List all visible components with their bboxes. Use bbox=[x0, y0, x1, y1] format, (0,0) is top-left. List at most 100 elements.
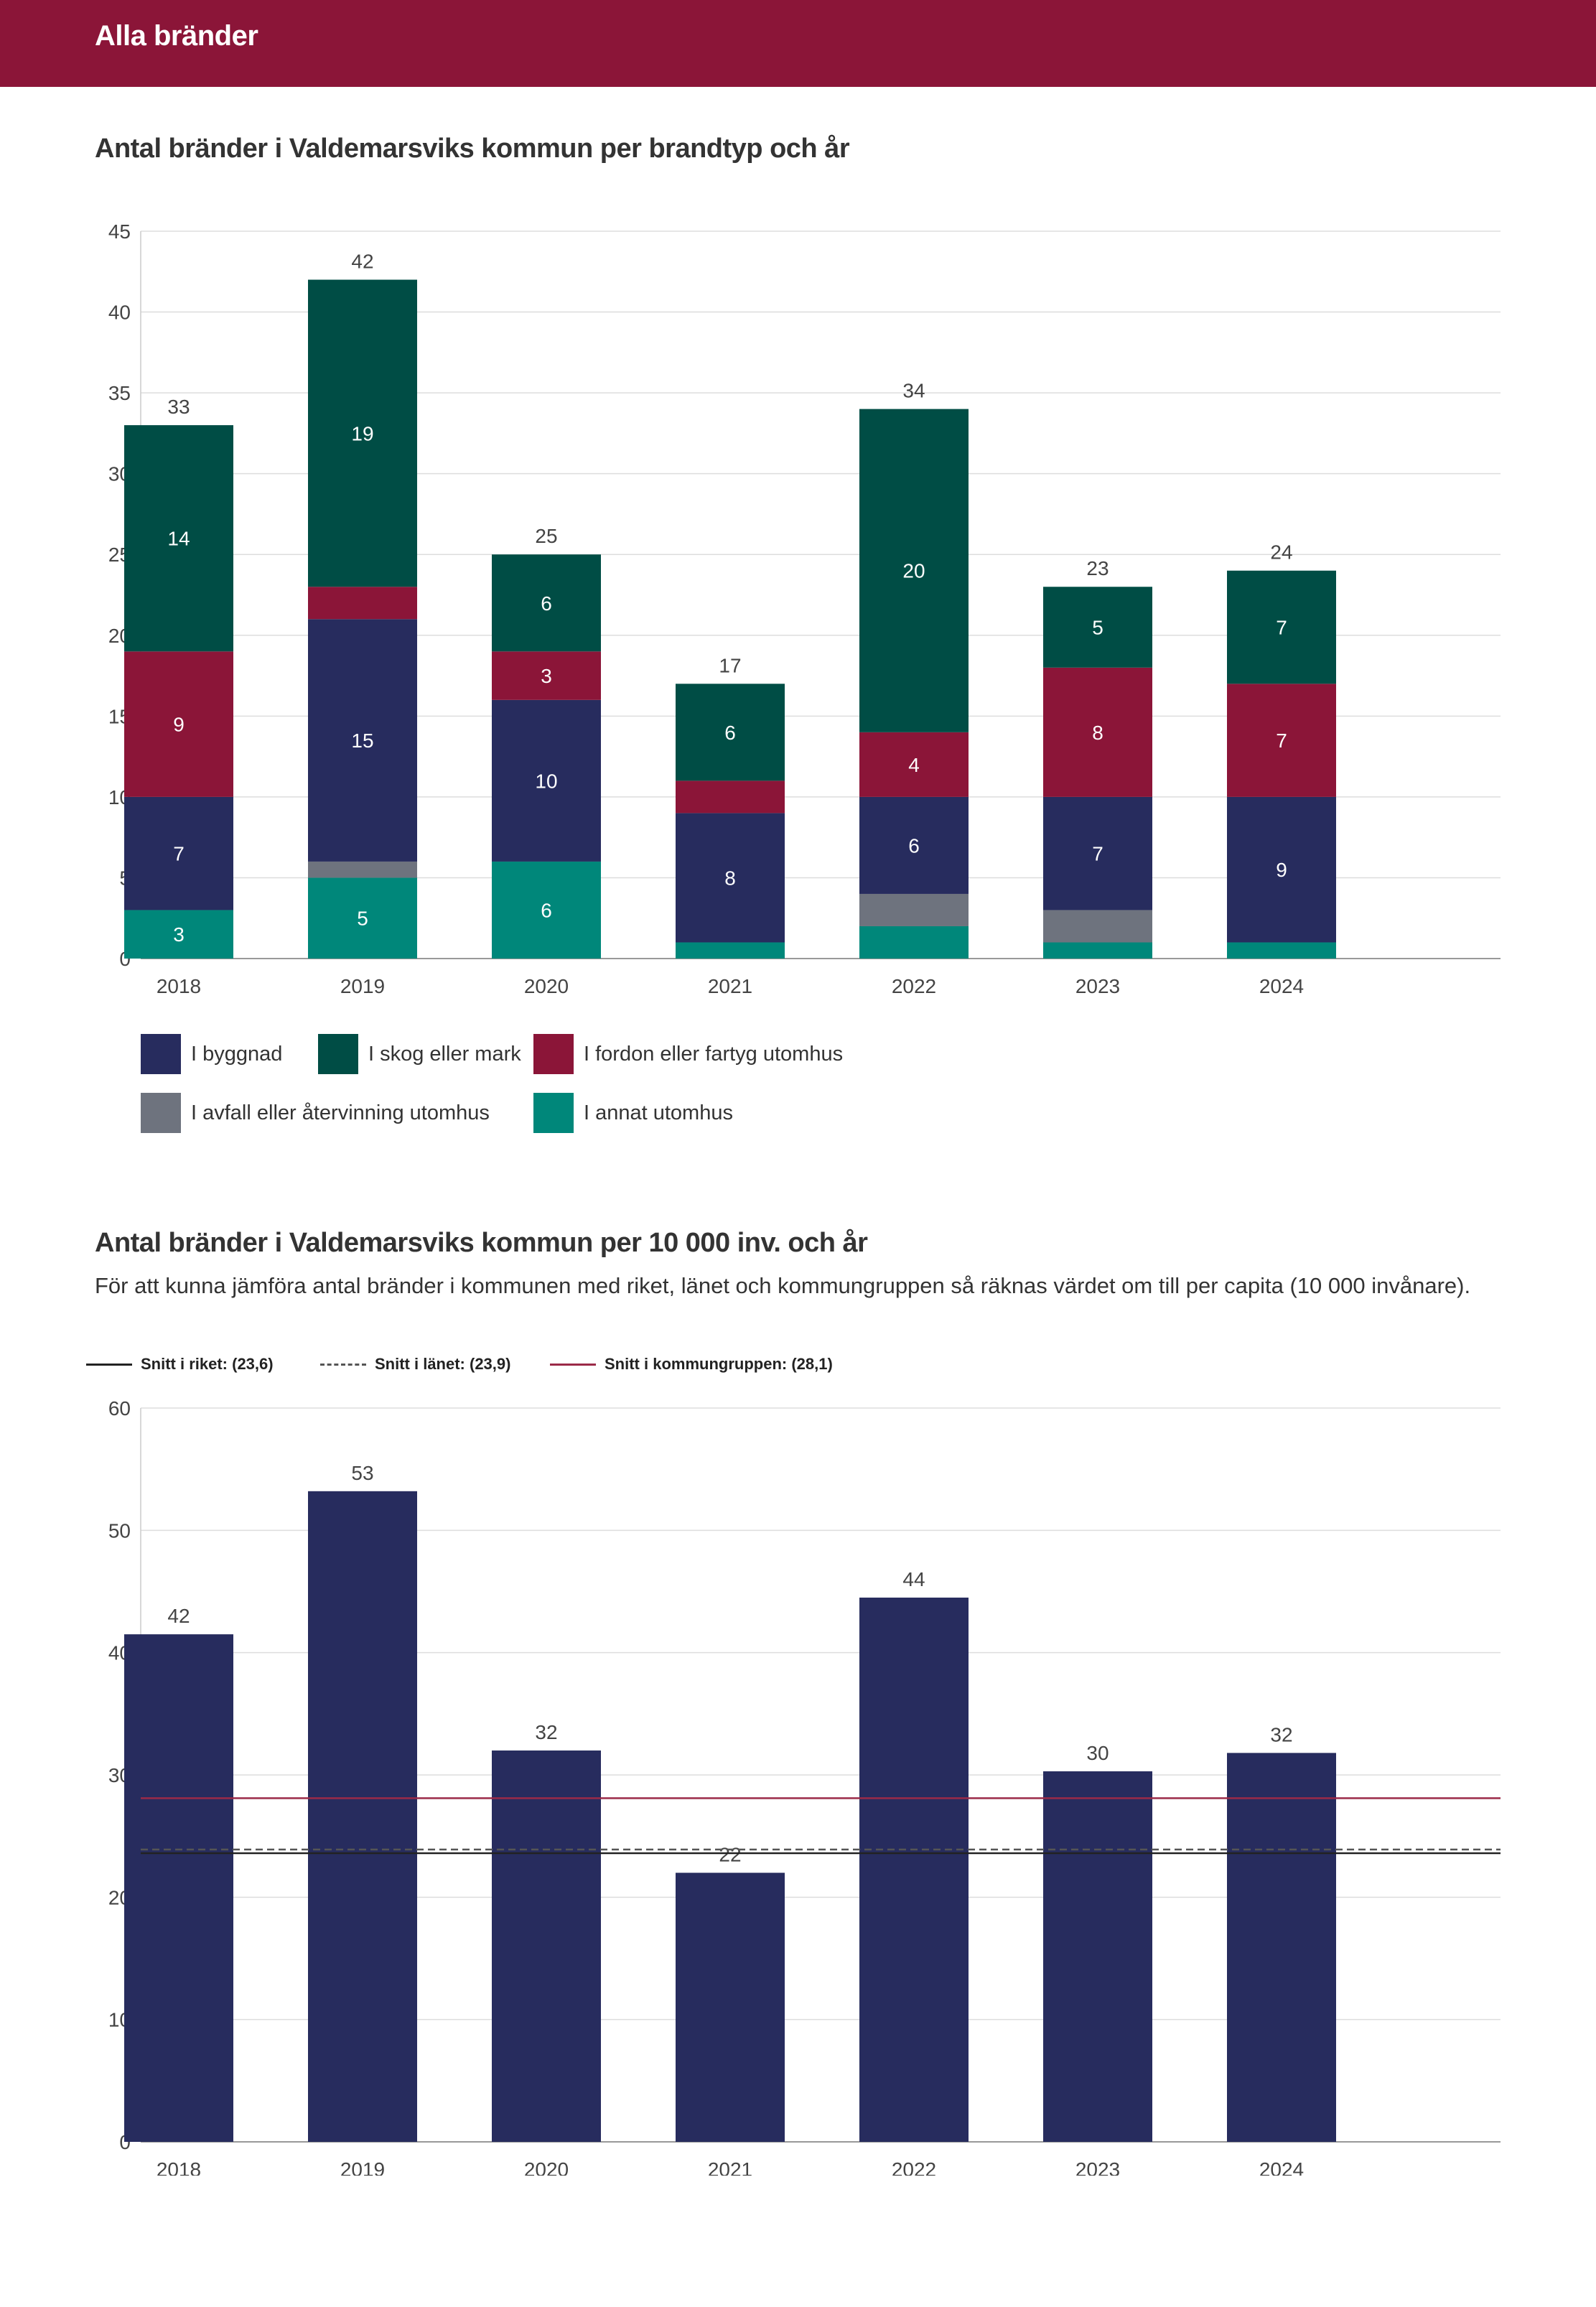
segment-value-label: 19 bbox=[351, 422, 373, 444]
bar-total-label: 17 bbox=[719, 654, 741, 676]
bar-segment bbox=[676, 813, 785, 943]
legend-label-byggnad: I byggnad bbox=[191, 1042, 283, 1066]
bar-total-label: 42 bbox=[351, 251, 373, 273]
x-tick-label: 2023 bbox=[1075, 975, 1120, 997]
x-tick-label: 2018 bbox=[157, 975, 201, 997]
x-tick-label: 2022 bbox=[892, 975, 936, 997]
bar-segment bbox=[676, 942, 785, 959]
x-tick-label: 2019 bbox=[340, 975, 385, 997]
y-tick-label: 40 bbox=[108, 302, 131, 324]
chart2-bar: 0102030405060422018532019322020222021442… bbox=[108, 1397, 1501, 2176]
x-tick-label: 2024 bbox=[1259, 975, 1304, 997]
bar-segment bbox=[859, 926, 969, 959]
bar-total-label: 34 bbox=[902, 380, 925, 402]
legend-swatch-avfall bbox=[141, 1093, 181, 1133]
bar-segment bbox=[492, 554, 601, 652]
y-tick-label: 35 bbox=[108, 382, 131, 404]
bar-total-label: 23 bbox=[1086, 557, 1109, 579]
bar-segment bbox=[859, 796, 969, 894]
segment-value-label: 9 bbox=[173, 714, 185, 736]
x-tick-label: 2020 bbox=[524, 2158, 569, 2176]
segment-value-label: 20 bbox=[902, 560, 925, 582]
bar-segment bbox=[124, 796, 233, 910]
bar bbox=[859, 1598, 969, 2142]
legend-item-avfall: I avfall eller återvinning utomhus bbox=[141, 1093, 490, 1133]
bar-segment bbox=[124, 651, 233, 797]
segment-value-label: 6 bbox=[541, 899, 552, 921]
segment-value-label: 3 bbox=[541, 665, 552, 687]
ref-label-lanet: Snitt i länet: (23,9) bbox=[375, 1355, 511, 1373]
y-tick-label: 45 bbox=[108, 220, 131, 243]
bar-segment bbox=[492, 651, 601, 700]
legend-label-avfall: I avfall eller återvinning utomhus bbox=[191, 1101, 490, 1124]
bar-segment bbox=[492, 699, 601, 862]
segment-value-label: 7 bbox=[1092, 843, 1103, 865]
bar-segment bbox=[859, 893, 969, 926]
segment-value-label: 14 bbox=[167, 528, 190, 550]
reference-legend: Snitt i riket: (23,6) Snitt i länet: (23… bbox=[86, 1350, 1091, 1379]
chart1-title: Antal bränder i Valdemarsviks kommun per… bbox=[95, 134, 850, 164]
bar-value-label: 42 bbox=[167, 1605, 190, 1627]
bar-value-label: 22 bbox=[719, 1843, 741, 1865]
x-tick-label: 2021 bbox=[708, 2158, 752, 2176]
segment-value-label: 5 bbox=[357, 908, 368, 930]
bar bbox=[676, 1873, 785, 2142]
bar-segment bbox=[308, 861, 417, 878]
bar-segment bbox=[308, 587, 417, 620]
legend-item-byggnad: I byggnad bbox=[141, 1034, 282, 1074]
bar-segment bbox=[1043, 910, 1152, 943]
ref-legend-kommungrupp: Snitt i kommungruppen: (28,1) bbox=[550, 1350, 833, 1379]
segment-value-label: 4 bbox=[908, 754, 920, 776]
segment-value-label: 10 bbox=[535, 770, 557, 792]
segment-value-label: 6 bbox=[908, 834, 920, 857]
legend-item-fordon: I fordon eller fartyg utomhus bbox=[533, 1034, 843, 1074]
bar-segment bbox=[1227, 796, 1336, 943]
bar bbox=[124, 1634, 233, 2142]
segment-value-label: 5 bbox=[1092, 617, 1103, 639]
bar-value-label: 44 bbox=[902, 1568, 925, 1590]
bar bbox=[308, 1491, 417, 2142]
bar-segment bbox=[1043, 587, 1152, 668]
bar bbox=[1043, 1771, 1152, 2142]
segment-value-label: 6 bbox=[541, 592, 552, 615]
bar-segment bbox=[1227, 942, 1336, 959]
page-title: Alla bränder bbox=[95, 20, 258, 52]
bar-value-label: 32 bbox=[1270, 1723, 1292, 1746]
bar bbox=[492, 1750, 601, 2142]
ref-label-kommungrupp: Snitt i kommungruppen: (28,1) bbox=[605, 1355, 833, 1373]
ref-line-riket-swatch bbox=[86, 1363, 132, 1366]
segment-value-label: 3 bbox=[173, 923, 185, 946]
chart2-title: Antal bränder i Valdemarsviks kommun per… bbox=[95, 1228, 868, 1258]
bar-segment bbox=[1043, 942, 1152, 959]
chart2-subtitle: För att kunna jämföra antal bränder i ko… bbox=[95, 1273, 1471, 1298]
segment-value-label: 7 bbox=[173, 843, 185, 865]
x-tick-label: 2024 bbox=[1259, 2158, 1304, 2176]
bar-segment bbox=[308, 619, 417, 862]
bar-segment bbox=[308, 877, 417, 959]
ref-legend-lanet: Snitt i länet: (23,9) bbox=[320, 1350, 510, 1379]
segment-value-label: 8 bbox=[724, 867, 736, 889]
x-tick-label: 2018 bbox=[157, 2158, 201, 2176]
bar-segment bbox=[676, 684, 785, 781]
x-tick-label: 2022 bbox=[892, 2158, 936, 2176]
ref-label-riket: Snitt i riket: (23,6) bbox=[141, 1355, 274, 1373]
legend-item-annat: I annat utomhus bbox=[533, 1093, 733, 1133]
bar-segment bbox=[1043, 796, 1152, 910]
legend-swatch-fordon bbox=[533, 1034, 574, 1074]
bar-total-label: 33 bbox=[167, 396, 190, 418]
segment-value-label: 15 bbox=[351, 730, 373, 752]
bar-segment bbox=[1227, 570, 1336, 684]
ref-legend-riket: Snitt i riket: (23,6) bbox=[86, 1350, 274, 1379]
segment-value-label: 6 bbox=[724, 722, 736, 744]
segment-value-label: 8 bbox=[1092, 722, 1103, 744]
segment-value-label: 7 bbox=[1276, 730, 1287, 752]
bar-segment bbox=[676, 780, 785, 814]
header-banner: Alla bränder bbox=[0, 0, 1596, 87]
bar-segment bbox=[308, 279, 417, 587]
legend-label-fordon: I fordon eller fartyg utomhus bbox=[584, 1042, 844, 1066]
bar-value-label: 53 bbox=[351, 1462, 373, 1484]
bar-total-label: 25 bbox=[535, 525, 557, 547]
x-tick-label: 2020 bbox=[524, 975, 569, 997]
ref-line-lanet-swatch bbox=[320, 1363, 366, 1366]
legend-swatch-skog bbox=[318, 1034, 358, 1074]
